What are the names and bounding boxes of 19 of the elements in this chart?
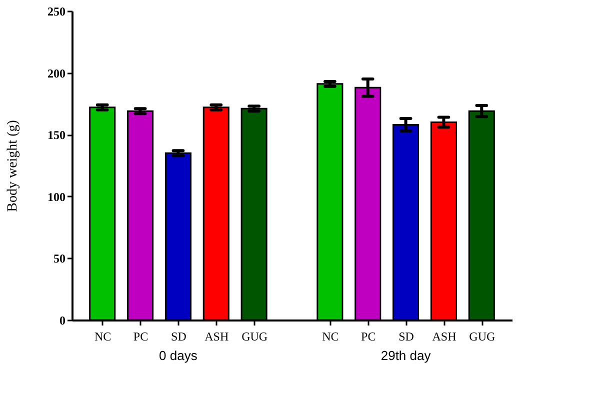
y-tick-label: 100 [48, 190, 66, 204]
text: 29th day [380, 348, 432, 363]
y-tick-label: 0 [60, 314, 66, 328]
y-tick-label: 150 [48, 128, 66, 142]
x-tick-label: SD [398, 330, 414, 344]
x-tick-label: ASH [204, 330, 229, 344]
text: 0 days [159, 348, 198, 363]
x-tick-label: NC [94, 330, 112, 344]
x-tick-label: ASH [432, 330, 457, 344]
x-tick-label: NC [322, 330, 339, 344]
y-tick-label: 250 [48, 4, 66, 18]
y-axis-title: Body weight (g) [6, 120, 20, 212]
x-tick-label: GUG [469, 330, 496, 344]
y-tick-label: 50 [54, 252, 66, 266]
x-tick-label: SD [171, 330, 187, 344]
x-tick-label: PC [133, 330, 148, 344]
y-tick-label: 200 [48, 66, 66, 80]
x-tick-label: PC [361, 330, 376, 344]
x-tick-label: GUG [242, 330, 268, 344]
